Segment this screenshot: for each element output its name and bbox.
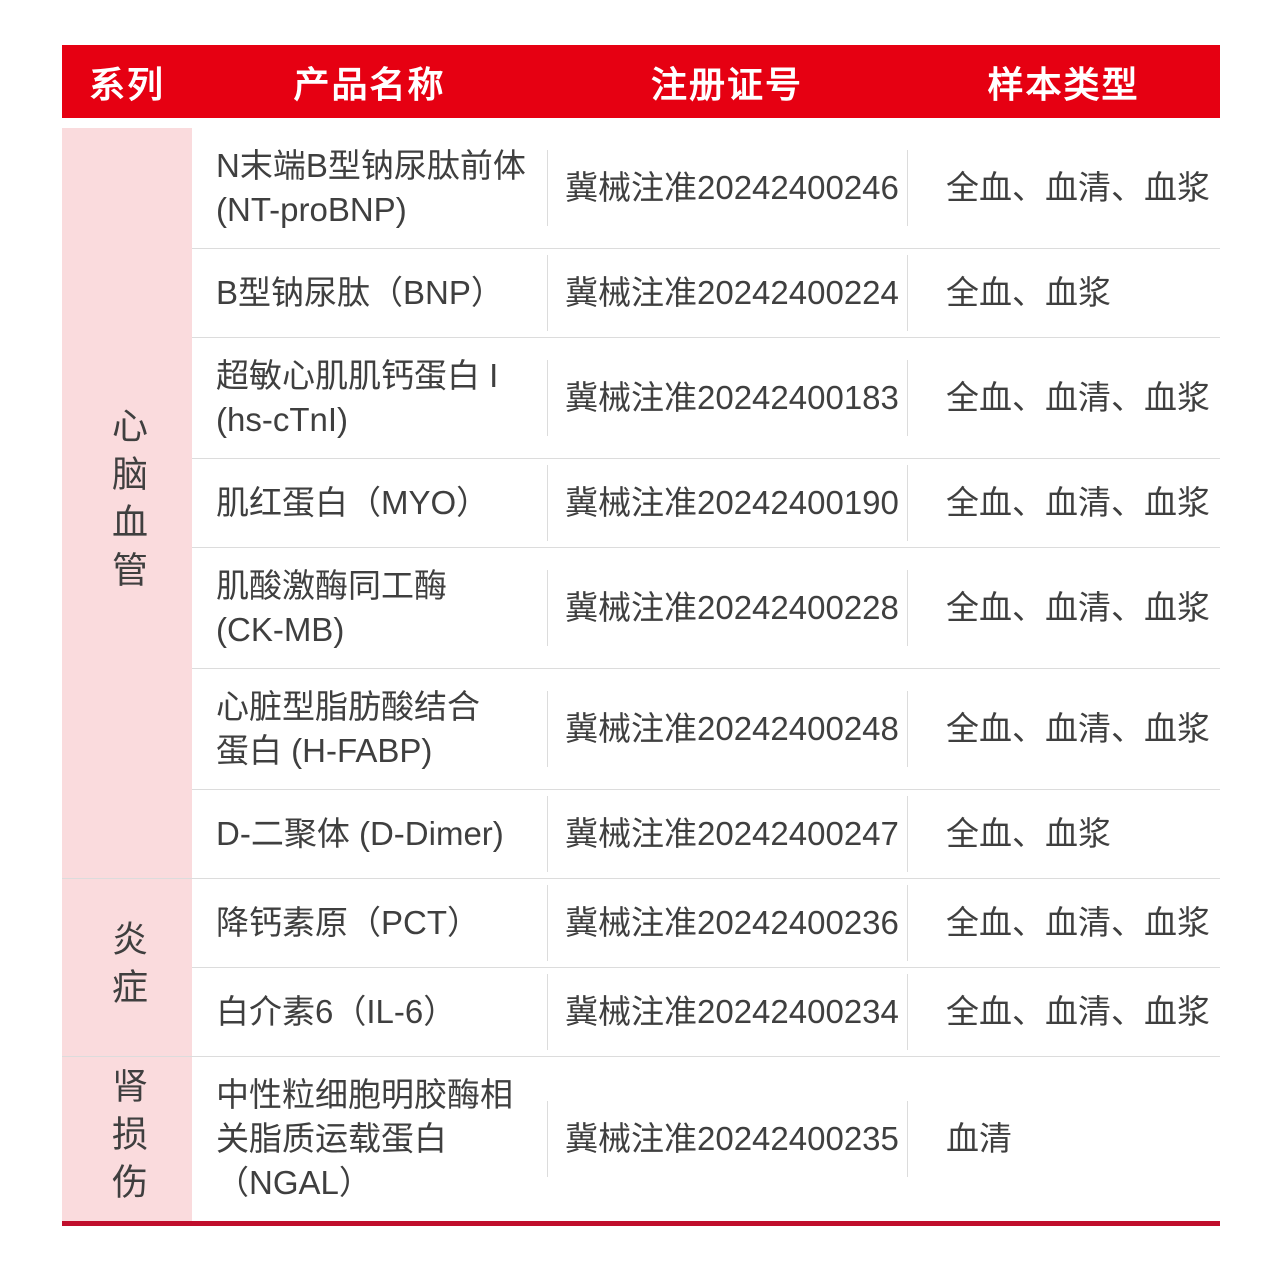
- category-group: 炎症 降钙素原（PCT） 冀械注准20242400236 全血、血清、血浆 白介…: [62, 878, 1220, 1056]
- product-name-cell: 中性粒细胞明胶酶相 关脂质运载蛋白 （NGAL）: [216, 1076, 513, 1201]
- sample-type-cell: 全血、血浆: [907, 796, 1220, 872]
- table-row: 超敏心肌肌钙蛋白 I (hs-cTnI) 冀械注准20242400183 全血、…: [192, 337, 1220, 458]
- table-body: 心脑血管 N末端B型钠尿肽前体 (NT-proBNP) 冀械注准20242400…: [62, 128, 1220, 1226]
- product-name-cell: B型钠尿肽（BNP）: [216, 274, 504, 311]
- product-name-cell: 白介素6（IL-6）: [216, 993, 457, 1030]
- registration-number-cell: 冀械注准20242400224: [547, 255, 907, 331]
- category-label: 心脑血管: [107, 407, 148, 599]
- product-name-cell: 降钙素原（PCT）: [216, 904, 480, 941]
- registration-number-cell: 冀械注准20242400247: [547, 796, 907, 872]
- category-label: 炎症: [107, 919, 148, 1016]
- sample-type-cell: 全血、血清、血浆: [907, 570, 1220, 646]
- table-row: 肌红蛋白（MYO） 冀械注准20242400190 全血、血清、血浆: [192, 458, 1220, 547]
- product-name-cell: 肌红蛋白（MYO）: [216, 484, 490, 521]
- product-name-cell: 心脏型脂肪酸结合 蛋白 (H-FABP): [216, 688, 480, 769]
- table-header-row: 系列 产品名称 注册证号 样本类型: [62, 45, 1220, 118]
- registration-number-cell: 冀械注准20242400236: [547, 885, 907, 961]
- registration-number-cell: 冀械注准20242400183: [547, 360, 907, 436]
- category-label: 肾损伤: [107, 1067, 148, 1211]
- registration-number-cell: 冀械注准20242400228: [547, 570, 907, 646]
- category-rows: N末端B型钠尿肽前体 (NT-proBNP) 冀械注准20242400246 全…: [192, 128, 1220, 878]
- sample-type-cell: 全血、血清、血浆: [907, 691, 1220, 767]
- sample-type-cell: 全血、血清、血浆: [907, 885, 1220, 961]
- sample-type-cell: 血清: [907, 1101, 1220, 1177]
- category-group: 肾损伤 中性粒细胞明胶酶相 关脂质运载蛋白 （NGAL） 冀械注准2024240…: [62, 1056, 1220, 1221]
- registration-number-cell: 冀械注准20242400190: [547, 465, 907, 541]
- table-row: D-二聚体 (D-Dimer) 冀械注准20242400247 全血、血浆: [192, 789, 1220, 878]
- registration-number-cell: 冀械注准20242400246: [547, 150, 907, 226]
- table-row: 心脏型脂肪酸结合 蛋白 (H-FABP) 冀械注准20242400248 全血、…: [192, 668, 1220, 789]
- category-group: 心脑血管 N末端B型钠尿肽前体 (NT-proBNP) 冀械注准20242400…: [62, 128, 1220, 878]
- header-series: 系列: [88, 63, 165, 105]
- registration-number-cell: 冀械注准20242400234: [547, 974, 907, 1050]
- sample-type-cell: 全血、血清、血浆: [907, 150, 1220, 226]
- table-row: N末端B型钠尿肽前体 (NT-proBNP) 冀械注准20242400246 全…: [192, 128, 1220, 248]
- table-row: 降钙素原（PCT） 冀械注准20242400236 全血、血清、血浆: [192, 879, 1220, 967]
- sample-type-cell: 全血、血清、血浆: [907, 974, 1220, 1050]
- sample-type-cell: 全血、血浆: [907, 255, 1220, 331]
- registration-number-cell: 冀械注准20242400235: [547, 1101, 907, 1177]
- sample-type-cell: 全血、血清、血浆: [907, 465, 1220, 541]
- table-row: 白介素6（IL-6） 冀械注准20242400234 全血、血清、血浆: [192, 967, 1220, 1056]
- category-rows: 中性粒细胞明胶酶相 关脂质运载蛋白 （NGAL） 冀械注准20242400235…: [192, 1057, 1220, 1221]
- product-registration-table: 系列 产品名称 注册证号 样本类型 心脑血管 N末端B型钠尿肽前体 (NT-pr…: [62, 45, 1220, 1226]
- table-row: 肌酸激酶同工酶 (CK-MB) 冀械注准20242400228 全血、血清、血浆: [192, 547, 1220, 668]
- category-cell: 肾损伤: [62, 1057, 192, 1221]
- category-rows: 降钙素原（PCT） 冀械注准20242400236 全血、血清、血浆 白介素6（…: [192, 879, 1220, 1056]
- table-row: B型钠尿肽（BNP） 冀械注准20242400224 全血、血浆: [192, 248, 1220, 337]
- category-cell: 炎症: [62, 879, 192, 1056]
- header-product: 产品名称: [293, 63, 446, 105]
- product-name-cell: 超敏心肌肌钙蛋白 I (hs-cTnI): [216, 357, 499, 438]
- header-sample: 样本类型: [987, 63, 1140, 105]
- product-name-cell: D-二聚体 (D-Dimer): [216, 815, 504, 852]
- registration-number-cell: 冀械注准20242400248: [547, 691, 907, 767]
- product-name-cell: N末端B型钠尿肽前体 (NT-proBNP): [216, 147, 526, 228]
- table-row: 中性粒细胞明胶酶相 关脂质运载蛋白 （NGAL） 冀械注准20242400235…: [192, 1057, 1220, 1221]
- category-cell: 心脑血管: [62, 128, 192, 878]
- product-name-cell: 肌酸激酶同工酶 (CK-MB): [216, 567, 447, 648]
- sample-type-cell: 全血、血清、血浆: [907, 360, 1220, 436]
- header-reg-no: 注册证号: [650, 63, 803, 105]
